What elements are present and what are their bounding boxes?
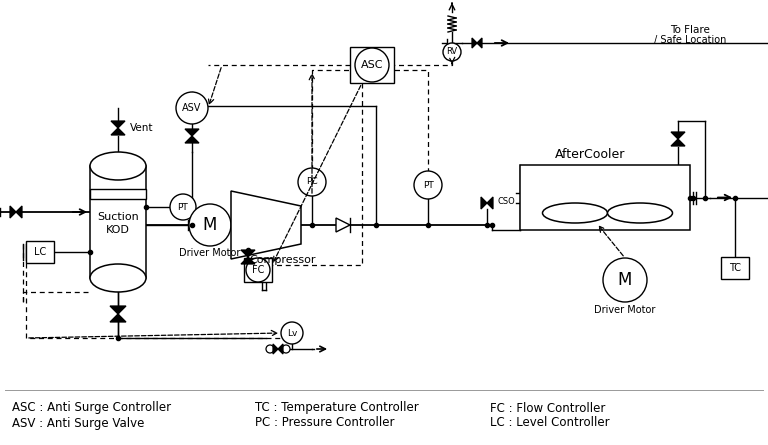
Circle shape <box>266 345 274 353</box>
Bar <box>26 241 54 263</box>
Text: PT: PT <box>177 202 188 211</box>
Text: PT: PT <box>422 181 433 190</box>
Circle shape <box>189 204 231 246</box>
Circle shape <box>443 43 461 61</box>
Ellipse shape <box>607 203 673 223</box>
Polygon shape <box>477 38 482 48</box>
Polygon shape <box>278 344 283 354</box>
Bar <box>90 189 146 199</box>
Text: PC : Pressure Controller: PC : Pressure Controller <box>255 417 395 429</box>
Text: RV: RV <box>446 48 458 57</box>
Text: Driver Motor: Driver Motor <box>594 305 656 315</box>
Text: FC : Flow Controller: FC : Flow Controller <box>490 401 605 414</box>
Polygon shape <box>10 206 16 218</box>
Text: Driver Motor: Driver Motor <box>179 248 240 258</box>
Polygon shape <box>241 257 255 264</box>
Circle shape <box>282 345 290 353</box>
Polygon shape <box>110 306 126 314</box>
Bar <box>721 257 749 279</box>
Text: CSO: CSO <box>497 197 515 206</box>
Text: M: M <box>617 271 632 289</box>
Ellipse shape <box>542 203 607 223</box>
Polygon shape <box>671 132 685 139</box>
Polygon shape <box>472 38 477 48</box>
Circle shape <box>170 194 196 220</box>
Text: ASV: ASV <box>182 103 202 113</box>
Polygon shape <box>487 197 493 209</box>
Text: ASC: ASC <box>361 60 383 70</box>
Polygon shape <box>185 129 199 136</box>
Circle shape <box>355 48 389 82</box>
Text: FC: FC <box>252 265 264 275</box>
Text: PC: PC <box>306 178 318 186</box>
Bar <box>350 47 394 83</box>
Text: / Safe Location: / Safe Location <box>654 35 727 45</box>
Polygon shape <box>16 206 22 218</box>
Text: Lv: Lv <box>286 328 297 337</box>
Text: LC: LC <box>34 247 46 257</box>
Polygon shape <box>671 139 685 146</box>
Circle shape <box>414 171 442 199</box>
Polygon shape <box>111 128 125 135</box>
Text: ASC : Anti Surge Controller: ASC : Anti Surge Controller <box>12 401 171 414</box>
Text: LC : Level Controller: LC : Level Controller <box>490 417 610 429</box>
Text: AfterCooler: AfterCooler <box>554 149 625 162</box>
Bar <box>520 165 690 230</box>
Ellipse shape <box>90 264 146 292</box>
Text: KOD: KOD <box>106 225 130 235</box>
Circle shape <box>298 168 326 196</box>
Text: Vent: Vent <box>130 123 154 133</box>
Polygon shape <box>111 121 125 128</box>
Polygon shape <box>231 191 301 259</box>
Text: Suction: Suction <box>97 212 139 222</box>
Bar <box>244 258 272 282</box>
Circle shape <box>246 258 270 282</box>
Text: M: M <box>203 216 217 234</box>
Polygon shape <box>481 197 487 209</box>
Text: TC : Temperature Controller: TC : Temperature Controller <box>255 401 419 414</box>
Text: Compressor: Compressor <box>250 255 316 265</box>
Polygon shape <box>241 250 255 257</box>
Circle shape <box>176 92 208 124</box>
Bar <box>90 166 146 278</box>
Ellipse shape <box>90 152 146 180</box>
Polygon shape <box>273 344 278 354</box>
Circle shape <box>603 258 647 302</box>
Polygon shape <box>185 136 199 143</box>
Text: ASV : Anti Surge Valve: ASV : Anti Surge Valve <box>12 417 144 429</box>
Text: TC: TC <box>729 263 741 273</box>
Polygon shape <box>110 314 126 322</box>
Circle shape <box>281 322 303 344</box>
Polygon shape <box>336 218 350 232</box>
Text: To Flare: To Flare <box>670 25 710 35</box>
